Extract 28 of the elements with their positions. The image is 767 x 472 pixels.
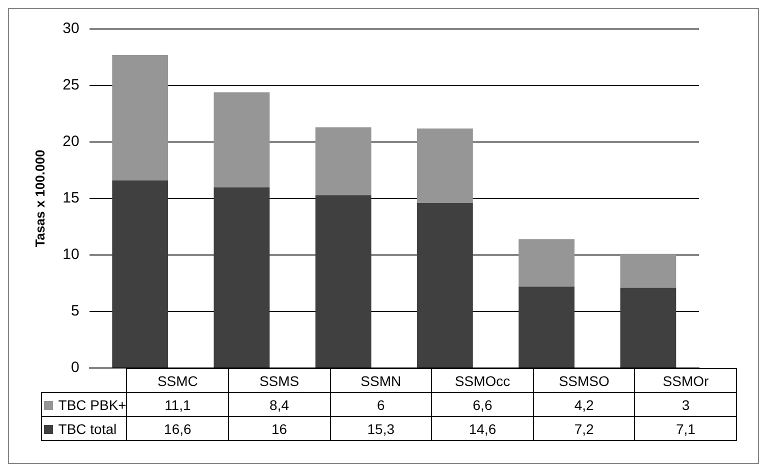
data-label: 3: [634, 392, 737, 416]
x-tick-label: SSMN: [330, 368, 432, 392]
y-tick-label: 25: [62, 76, 80, 94]
y-axis-title: Tasas x 100.000: [32, 150, 48, 248]
legend-label: TBC PBK+: [58, 396, 126, 412]
legend-label: TBC total: [58, 420, 117, 436]
y-tick-label: 5: [70, 302, 80, 320]
data-label: 7,1: [634, 416, 737, 440]
y-tick-label: 30: [62, 20, 80, 38]
data-label: 6: [330, 392, 432, 416]
data-label: 15,3: [330, 416, 432, 440]
x-tick-label: SSMSO: [533, 368, 635, 392]
y-tick-label: 20: [62, 133, 80, 150]
data-label: 14,6: [432, 416, 534, 440]
data-label: 6,6: [432, 392, 534, 416]
data-label: 4,2: [533, 392, 635, 416]
data-label: 16: [228, 416, 330, 440]
x-tick-label: SSMOr: [634, 368, 737, 392]
data-label: 11,1: [126, 392, 228, 416]
y-tick-label: 15: [62, 190, 80, 207]
x-tick-label: SSMOcc: [432, 368, 534, 392]
data-label: 16,6: [126, 416, 228, 440]
data-label: 8,4: [228, 392, 330, 416]
x-tick-label: SSMC: [126, 368, 228, 392]
data-label: 7,2: [533, 416, 635, 440]
y-tick-label: 10: [62, 246, 80, 264]
x-tick-label: SSMS: [228, 368, 330, 392]
y-tick-label: 0: [70, 359, 80, 376]
